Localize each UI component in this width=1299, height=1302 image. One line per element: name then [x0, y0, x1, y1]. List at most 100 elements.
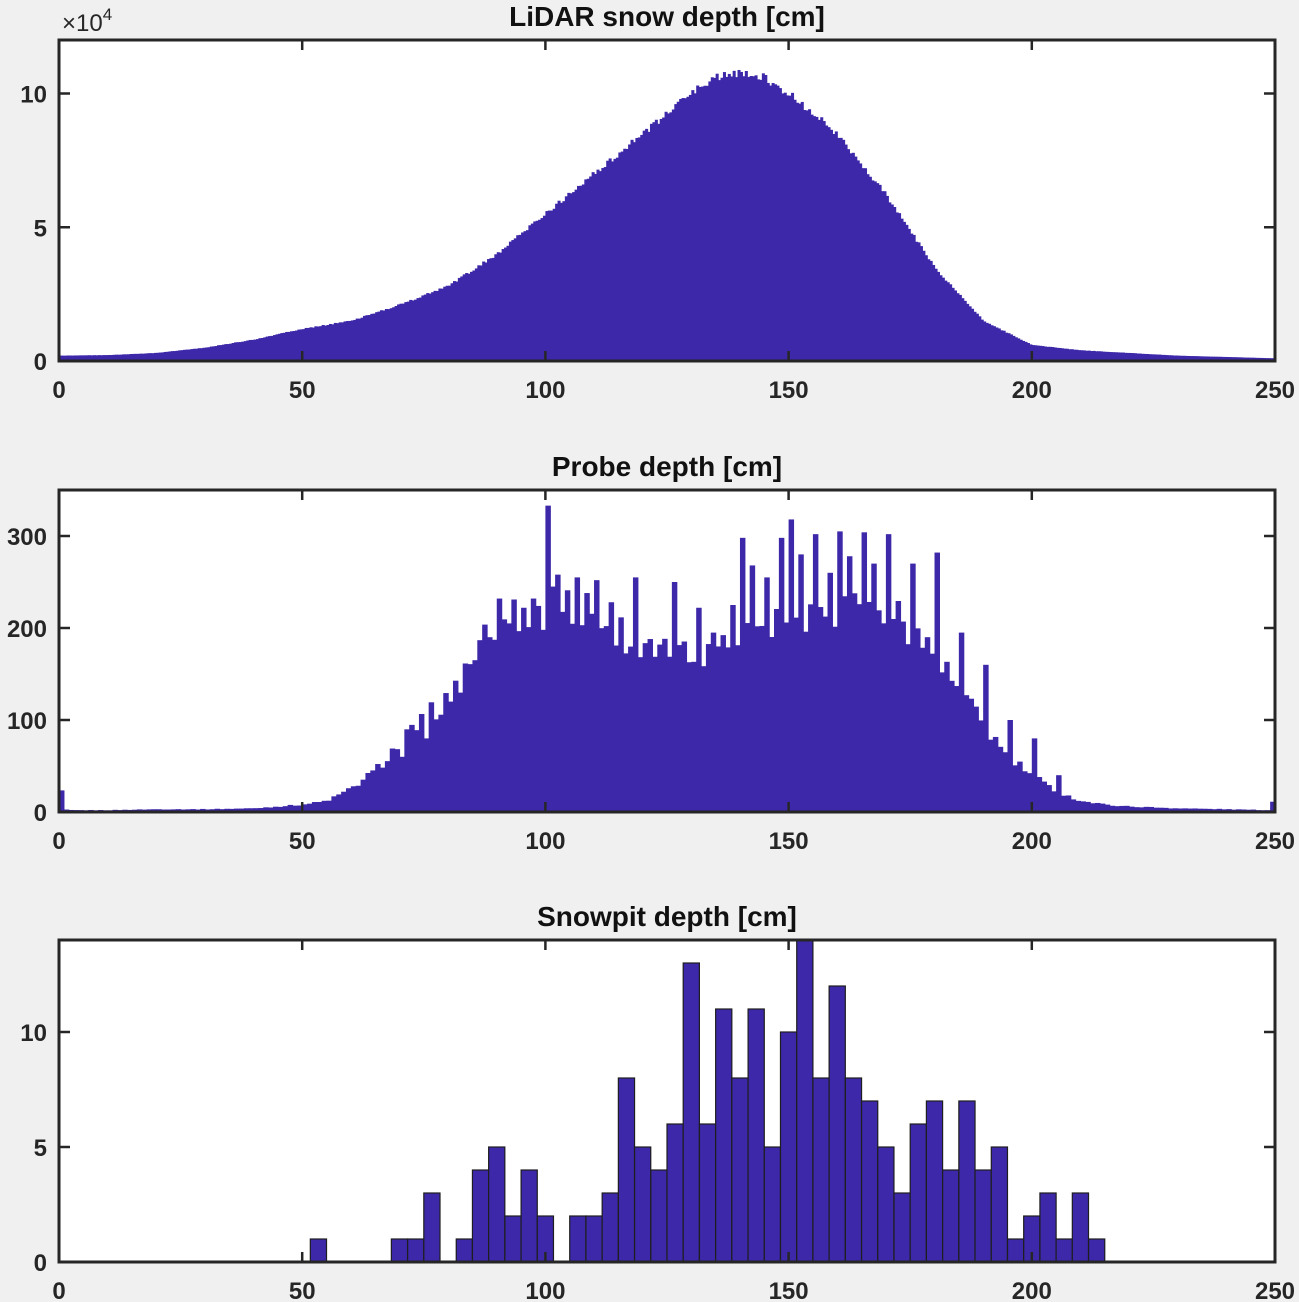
bar-lidar [435, 290, 439, 361]
bar-lidar [1185, 355, 1189, 361]
bar-lidar [1116, 352, 1120, 361]
bar-probe [491, 639, 498, 812]
bar-lidar [341, 322, 345, 361]
bar-lidar [637, 137, 641, 361]
bar-lidar [251, 339, 255, 361]
bar-lidar [1153, 354, 1157, 361]
bar-snowpit [844, 1077, 863, 1263]
bar-lidar [472, 270, 476, 361]
bar-lidar [542, 215, 546, 361]
bar-snowpit [974, 1169, 992, 1263]
bar-lidar [679, 98, 683, 362]
bar-lidar [659, 118, 663, 361]
bar-lidar [494, 254, 498, 361]
bar-lidar [963, 300, 967, 361]
bar-lidar [769, 85, 773, 361]
bar-lidar [885, 195, 889, 361]
bar-lidar [1250, 357, 1254, 361]
bar-lidar [552, 208, 556, 361]
bar-probe [798, 554, 804, 812]
bar-lidar [601, 167, 605, 361]
bar-lidar [110, 355, 114, 361]
bar-probe [472, 660, 478, 812]
bar-lidar [1260, 357, 1264, 361]
bar-probe [59, 790, 65, 812]
bar-probe [759, 625, 765, 812]
bar-probe [287, 804, 294, 812]
bar-lidar [290, 331, 294, 361]
bar-lidar [1223, 356, 1227, 361]
bar-lidar [1189, 356, 1193, 361]
bar-lidar [1248, 357, 1252, 361]
bar-lidar [1146, 353, 1150, 361]
bar-lidar [467, 273, 471, 361]
bar-lidar [859, 163, 863, 361]
bar-lidar [1112, 352, 1116, 361]
bar-snowpit [812, 1077, 830, 1263]
bar-probe [749, 565, 756, 812]
bar-lidar [939, 275, 943, 361]
bar-lidar [487, 259, 491, 361]
bar-probe [720, 635, 726, 812]
bar-lidar [523, 231, 527, 361]
bar-snowpit [633, 1146, 652, 1263]
bar-lidar [1107, 351, 1111, 361]
bar-lidar [294, 330, 298, 361]
bar-lidar [277, 333, 281, 361]
bar-lidar [586, 178, 590, 361]
bar-lidar [367, 315, 371, 361]
bar-lidar [387, 309, 391, 361]
bar-lidar [805, 110, 809, 361]
bar-lidar [606, 160, 610, 361]
bar-snowpit [390, 1238, 409, 1263]
bar-probe [545, 505, 551, 812]
bar-probe [496, 598, 503, 812]
bar-lidar [221, 344, 225, 361]
bar-lidar [496, 252, 500, 361]
bar-lidar [949, 284, 953, 361]
bar-probe [1075, 800, 1082, 812]
bar-lidar [990, 325, 994, 361]
bar-lidar [749, 75, 753, 361]
bar-probe [764, 577, 770, 812]
bar-lidar [632, 142, 636, 361]
bar-lidar [1056, 347, 1060, 361]
bar-probe [200, 808, 206, 812]
bar-lidar [868, 176, 872, 361]
bar-snowpit [958, 1100, 976, 1263]
bar-lidar [708, 81, 712, 361]
bar-lidar [1024, 341, 1028, 361]
bar-lidar [893, 207, 897, 361]
bar-lidar [151, 353, 155, 361]
bar-probe [589, 613, 595, 812]
bar-lidar [795, 102, 799, 362]
bar-snowpit [1087, 1238, 1106, 1263]
bar-probe [462, 663, 469, 812]
bar-lidar [382, 310, 386, 361]
bar-lidar [377, 311, 381, 361]
bar-lidar [693, 93, 697, 361]
bar-lidar [117, 354, 121, 361]
bar-lidar [623, 148, 627, 361]
bar-snowpit [860, 1100, 879, 1263]
bar-lidar [136, 353, 140, 361]
bar-probe [311, 802, 318, 812]
bar-lidar [243, 341, 247, 361]
bar-lidar [912, 234, 916, 361]
x-tick-label-probe: 150 [769, 828, 809, 855]
bar-probe [409, 724, 415, 812]
bar-lidar [450, 283, 454, 361]
bar-lidar [691, 90, 695, 361]
y-tick-label-lidar: 0 [34, 349, 47, 376]
bar-lidar [774, 84, 778, 362]
bar-lidar [671, 109, 675, 361]
bar-snowpit [763, 1146, 782, 1263]
bar-lidar [156, 352, 160, 361]
bar-lidar [431, 292, 435, 361]
bar-lidar [803, 110, 807, 361]
bar-lidar [669, 112, 673, 361]
bar-lidar [224, 344, 228, 361]
bar-probe [793, 617, 799, 812]
bar-lidar [202, 347, 206, 361]
bar-lidar [635, 137, 639, 361]
